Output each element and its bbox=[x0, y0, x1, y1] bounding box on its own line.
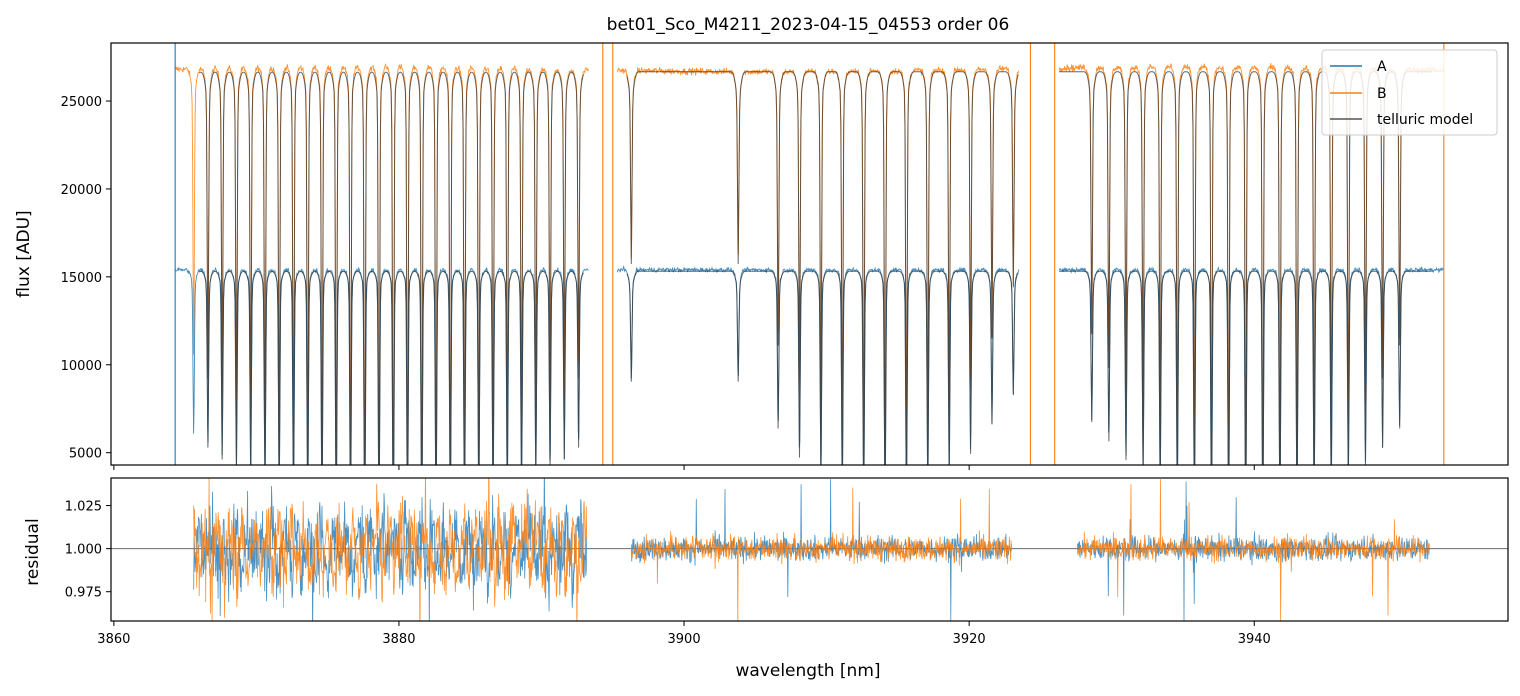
residual-y-tick-label: 1.025 bbox=[65, 500, 102, 515]
flux-y-tick-label: 15000 bbox=[61, 271, 102, 286]
residual-x-ticks: 3860 3880 3900 3920 3940 bbox=[97, 621, 1271, 647]
series-b-residual-line bbox=[193, 478, 1430, 621]
residual-axes-frame bbox=[110, 477, 1509, 622]
flux-panel: 5000 10000 15000 20000 25000 flux [ADU] A B … bbox=[14, 42, 1509, 470]
legend-label-b: B bbox=[1377, 86, 1387, 102]
legend-label-a: A bbox=[1377, 59, 1387, 75]
residual-x-tick-label: 3860 bbox=[97, 632, 130, 647]
residual-plot-area bbox=[111, 478, 1508, 621]
telluric-model-line bbox=[199, 71, 1432, 465]
residual-y-ticks: 0.975 1.000 1.025 bbox=[65, 500, 111, 601]
residual-y-tick-label: 1.000 bbox=[65, 543, 102, 558]
legend-box bbox=[1321, 49, 1498, 136]
residual-x-tick-label: 3900 bbox=[668, 632, 701, 647]
flux-y-tick-label: 25000 bbox=[61, 95, 102, 110]
residual-y-tick-label: 0.975 bbox=[65, 586, 102, 601]
chart-title: bet01_Sco_M4211_2023-04-15_04553 order 0… bbox=[607, 15, 1010, 35]
legend-label-telluric-model: telluric model bbox=[1377, 112, 1473, 128]
flux-axes-frame bbox=[110, 42, 1509, 466]
flux-y-tick-label: 20000 bbox=[61, 183, 102, 198]
flux-y-tick-label: 5000 bbox=[69, 447, 102, 462]
residual-y-axis-label: residual bbox=[23, 518, 43, 585]
flux-y-tick-label: 10000 bbox=[61, 359, 102, 374]
legend: A B telluric model bbox=[1321, 49, 1498, 136]
flux-y-ticks: 5000 10000 15000 20000 25000 bbox=[61, 95, 111, 462]
residual-x-tick-label: 3940 bbox=[1238, 632, 1271, 647]
residual-panel: 0.975 1.000 1.025 3860 3880 3900 3920 3940 res… bbox=[23, 477, 1509, 681]
flux-y-axis-label: flux [ADU] bbox=[14, 210, 34, 297]
residual-x-tick-label: 3880 bbox=[382, 632, 415, 647]
flux-x-ticks bbox=[113, 465, 1255, 470]
x-axis-label: wavelength [nm] bbox=[735, 661, 880, 681]
residual-x-tick-label: 3920 bbox=[953, 632, 986, 647]
